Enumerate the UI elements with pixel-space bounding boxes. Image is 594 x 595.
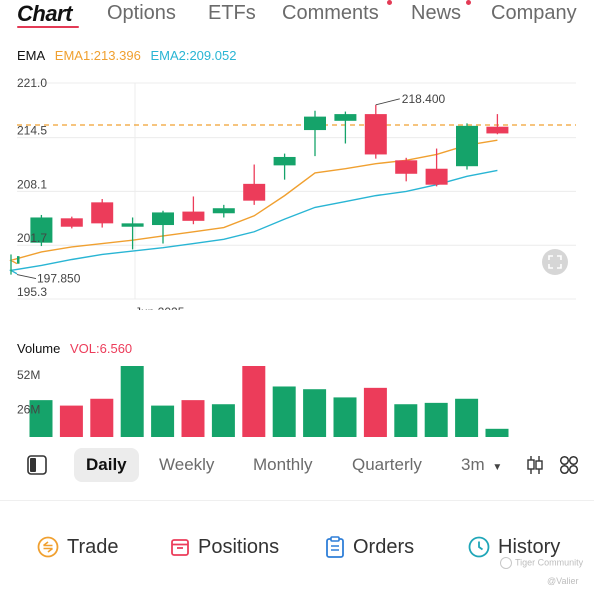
orders-button[interactable]: Orders bbox=[325, 530, 414, 564]
ema2-line bbox=[8, 169, 498, 275]
volume-bar bbox=[29, 400, 53, 437]
candle bbox=[243, 164, 266, 205]
volume-bar bbox=[211, 404, 235, 437]
candlestick-type-icon[interactable] bbox=[525, 455, 545, 475]
positions-button[interactable]: Positions bbox=[170, 530, 279, 564]
active-tab-underline bbox=[17, 26, 79, 28]
chevron-down-icon: ▼ bbox=[492, 462, 503, 473]
volume-y-tick-label: 26M bbox=[17, 403, 40, 417]
tab-comments[interactable]: Comments bbox=[282, 2, 379, 24]
volume-bar bbox=[455, 398, 479, 437]
candle bbox=[91, 198, 114, 228]
trade-button[interactable]: Trade bbox=[37, 530, 119, 564]
volume-bar-chart[interactable]: 52M 26M bbox=[0, 360, 594, 438]
high-price-label: 218.400 bbox=[402, 92, 446, 106]
top-tab-bar: Chart Options ETFs Comments News Company bbox=[0, 0, 594, 30]
candle bbox=[395, 157, 418, 182]
trade-icon bbox=[37, 536, 59, 558]
tab-etfs[interactable]: ETFs bbox=[208, 2, 256, 24]
fullscreen-icon bbox=[548, 255, 562, 269]
candle bbox=[60, 216, 83, 229]
candle bbox=[182, 196, 205, 225]
clipboard-icon bbox=[326, 536, 344, 558]
watermark-user: @Valier bbox=[547, 576, 579, 586]
volume-bar bbox=[272, 386, 296, 437]
y-tick-label: 201.7 bbox=[17, 231, 47, 245]
volume-value: VOL:6.560 bbox=[70, 341, 133, 356]
trade-label: Trade bbox=[67, 535, 119, 558]
period-daily[interactable]: Daily bbox=[74, 448, 139, 482]
y-tick-label: 195.3 bbox=[17, 285, 47, 299]
volume-bar bbox=[242, 366, 266, 437]
positions-label: Positions bbox=[198, 535, 280, 558]
candle bbox=[364, 104, 387, 159]
comments-notification-dot bbox=[387, 0, 392, 5]
section-divider bbox=[0, 500, 594, 501]
candle bbox=[152, 210, 174, 244]
period-selector: Daily Weekly Monthly Quarterly 3m ▼ bbox=[0, 447, 594, 483]
ema1-value: EMA1:213.396 bbox=[54, 48, 141, 63]
period-range-dropdown[interactable]: 3m ▼ bbox=[461, 448, 502, 482]
volume-bar bbox=[363, 387, 387, 437]
volume-bar bbox=[485, 428, 509, 437]
sidebar-toggle-icon[interactable] bbox=[27, 455, 47, 475]
period-monthly[interactable]: Monthly bbox=[253, 455, 313, 474]
ema2-value: EMA2:209.052 bbox=[150, 48, 237, 63]
tab-options[interactable]: Options bbox=[107, 2, 176, 24]
volume-bar bbox=[424, 402, 448, 437]
briefcase-icon bbox=[171, 539, 189, 556]
candle bbox=[425, 148, 448, 187]
volume-bar bbox=[59, 405, 83, 437]
volume-bar bbox=[181, 400, 205, 437]
news-notification-dot bbox=[466, 0, 471, 5]
volume-bar bbox=[151, 405, 175, 437]
volume-bar bbox=[120, 366, 144, 437]
volume-indicator-name: Volume bbox=[17, 341, 61, 356]
x-tick-label: Jun 2025 bbox=[135, 305, 185, 310]
ema-indicator-name: EMA bbox=[17, 48, 46, 63]
ema1-line bbox=[9, 139, 498, 265]
low-price-label: 197.850 bbox=[37, 272, 81, 286]
y-tick-label: 221.0 bbox=[17, 76, 47, 90]
range-value: 3m bbox=[461, 455, 485, 474]
orders-label: Orders bbox=[353, 535, 415, 558]
candle bbox=[10, 254, 20, 275]
tiger-logo-icon bbox=[500, 557, 512, 569]
grid-layout-icon[interactable] bbox=[559, 455, 579, 475]
candle bbox=[304, 110, 326, 157]
period-weekly[interactable]: Weekly bbox=[159, 455, 215, 474]
volume-bar bbox=[394, 404, 418, 437]
y-tick-label: 214.5 bbox=[17, 124, 47, 138]
candle bbox=[30, 214, 53, 247]
period-quarterly[interactable]: Quarterly bbox=[352, 455, 422, 474]
tab-company[interactable]: Company bbox=[491, 2, 577, 24]
ema-legend[interactable]: EMA EMA1:213.396 EMA2:209.052 bbox=[17, 48, 242, 63]
volume-legend[interactable]: Volume VOL:6.560 bbox=[17, 341, 132, 356]
bottom-action-bar: Trade Positions Orders History bbox=[0, 530, 594, 566]
tab-news[interactable]: News bbox=[411, 2, 462, 24]
high-pointer bbox=[375, 98, 400, 106]
candle bbox=[212, 204, 235, 218]
history-button[interactable]: History bbox=[468, 530, 560, 564]
low-pointer bbox=[16, 274, 37, 280]
volume-bar bbox=[303, 389, 327, 437]
candle bbox=[486, 114, 509, 135]
volume-y-tick-label: 52M bbox=[17, 368, 40, 382]
candle bbox=[121, 217, 144, 250]
price-candlestick-chart[interactable]: 218.400 197.850 221.0 214.5 208.1 201.7 195.3… bbox=[0, 70, 594, 310]
tab-chart[interactable]: Chart bbox=[17, 1, 72, 26]
y-tick-label: 208.1 bbox=[17, 177, 47, 191]
candle bbox=[456, 123, 478, 170]
candle bbox=[273, 153, 296, 180]
watermark-brand: Tiger Community bbox=[500, 557, 583, 569]
candle bbox=[334, 111, 357, 144]
fullscreen-button[interactable] bbox=[542, 249, 568, 275]
volume-bar bbox=[90, 398, 114, 437]
history-label: History bbox=[498, 535, 561, 558]
clock-icon bbox=[468, 536, 490, 558]
volume-bar bbox=[333, 397, 357, 437]
